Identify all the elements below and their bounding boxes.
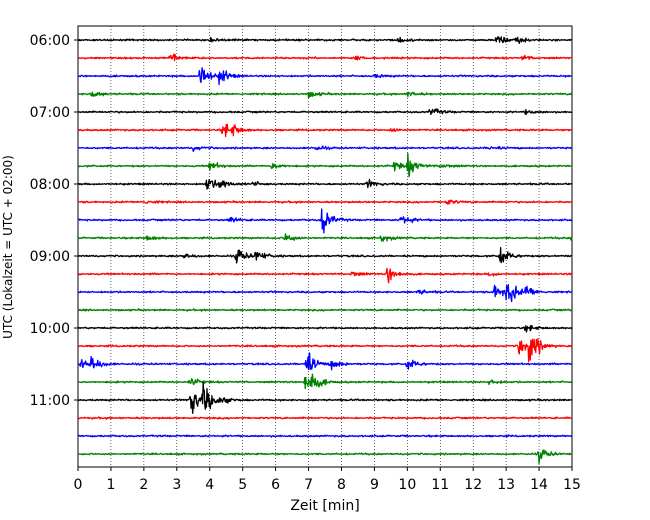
- seismic-trace: [77, 233, 573, 242]
- y-tick-label: 07:00: [30, 105, 70, 121]
- seismic-trace: [77, 53, 573, 62]
- seismic-trace: [77, 284, 573, 303]
- x-tick-label: 10: [398, 477, 416, 493]
- seismic-trace: [77, 352, 573, 371]
- x-tick-label: 7: [304, 477, 313, 493]
- x-tick-label: 4: [205, 477, 214, 493]
- x-tick-label: 14: [530, 477, 548, 493]
- seismic-trace: [77, 434, 573, 438]
- plot-frame: [77, 25, 573, 468]
- seismic-trace: [77, 308, 573, 312]
- seismic-trace: [77, 108, 573, 116]
- seismic-trace: [77, 152, 573, 178]
- traces-group: [77, 35, 573, 465]
- seismic-trace: [77, 338, 573, 363]
- seismic-trace: [77, 35, 573, 44]
- seismic-trace: [77, 373, 573, 390]
- seismic-trace: [77, 123, 573, 138]
- x-tick-label: 3: [172, 477, 181, 493]
- seismic-trace: [77, 247, 573, 264]
- x-tick-label: 5: [238, 477, 247, 493]
- y-tick-label: 10:00: [30, 321, 70, 337]
- seismic-trace: [77, 178, 573, 190]
- x-tick-label: 0: [74, 477, 83, 493]
- x-tick-label: 13: [497, 477, 515, 493]
- x-tick-label: 15: [563, 477, 581, 493]
- x-tick-label: 11: [431, 477, 449, 493]
- seismic-trace: [77, 67, 573, 86]
- y-tick-label: 11:00: [30, 393, 70, 409]
- x-tick-label: 6: [271, 477, 280, 493]
- seismic-trace: [77, 145, 573, 152]
- seismic-trace: [77, 208, 573, 234]
- seismic-trace: [77, 199, 573, 205]
- y-axis-label: UTC (Lokalzeit = UTC + 02:00): [1, 155, 15, 339]
- seismic-trace: [77, 449, 573, 465]
- x-tick-label: 9: [370, 477, 379, 493]
- y-tick-label: 09:00: [30, 249, 70, 265]
- y-axis: 06:00 07:00 08:00 09:00 10:00 11:00: [30, 33, 78, 409]
- x-tick-label: 12: [464, 477, 482, 493]
- x-tick-label: 8: [337, 477, 346, 493]
- x-tick-label: 2: [139, 477, 148, 493]
- seismic-trace: [77, 416, 573, 420]
- x-axis-label: Zeit [min]: [290, 498, 359, 514]
- y-tick-label: 08:00: [30, 177, 70, 193]
- seismic-trace: [77, 324, 573, 333]
- seismic-trace: [77, 381, 573, 414]
- seismic-trace: [77, 91, 573, 99]
- y-tick-label: 06:00: [30, 33, 70, 49]
- seismic-trace: [77, 267, 573, 284]
- x-tick-label: 1: [106, 477, 115, 493]
- x-axis: 0 1 2 3 4 5 6 7 8 9 10 11 12 13 14 15: [74, 467, 581, 493]
